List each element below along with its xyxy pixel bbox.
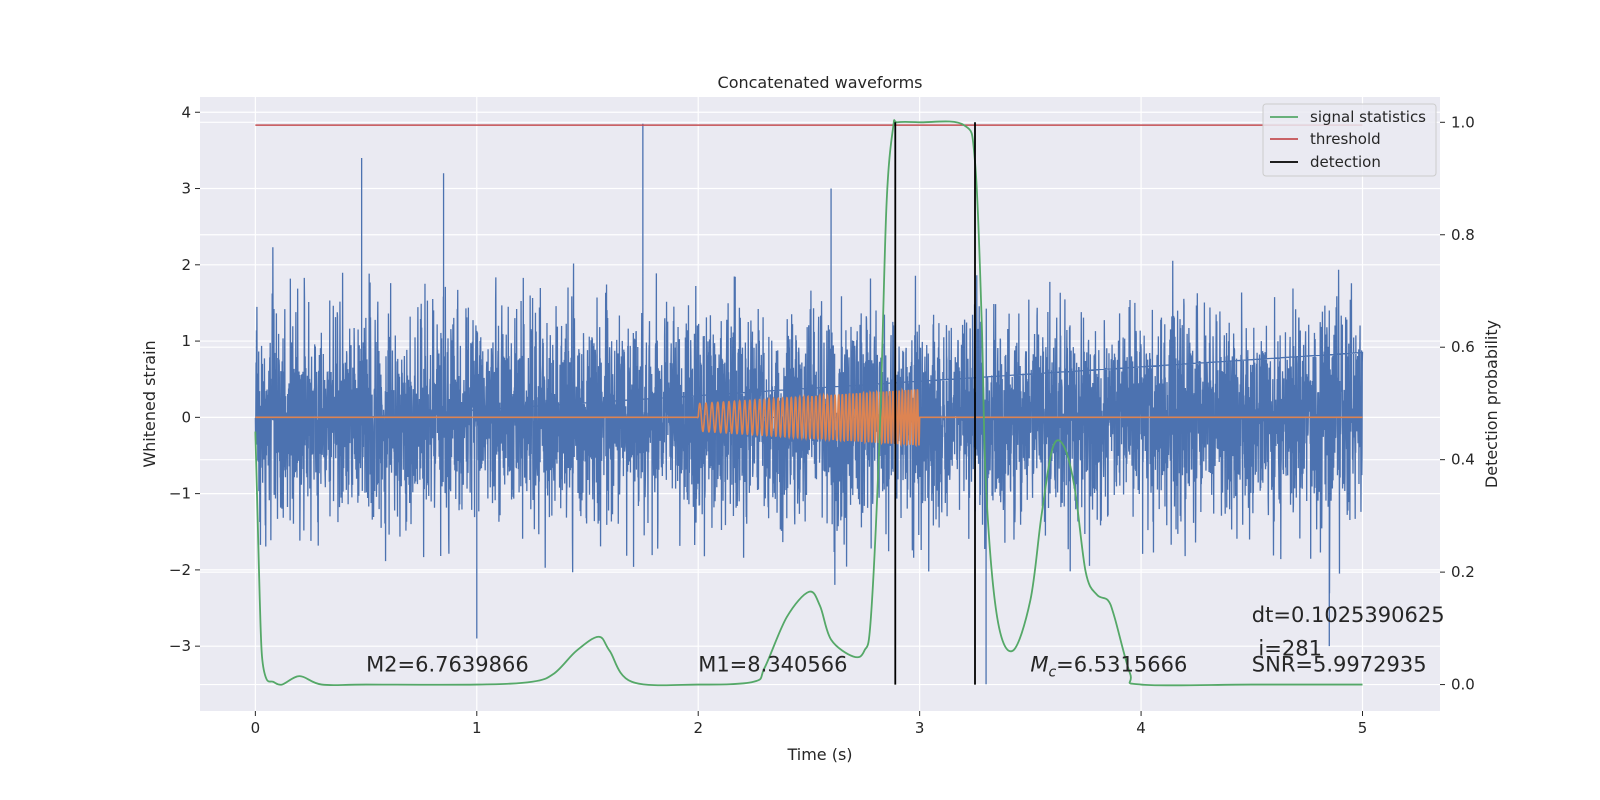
legend: signal statistics threshold detection (1262, 103, 1437, 177)
y2-axis-label: Detection probability (1482, 320, 1501, 488)
y2-tick-label: 0.0 (1451, 676, 1475, 694)
x-tick-label: 5 (1358, 719, 1368, 737)
annotation-layer: M2=6.7639866 M1=8.340566 Mc=6.5315666 SNR=5… (366, 603, 1445, 681)
y-tick-label: 0 (181, 408, 191, 426)
x-tick-label: 1 (472, 719, 482, 737)
annotation-text: Mc=6.5315666 (1030, 652, 1187, 680)
x-tick-label: 4 (1136, 719, 1146, 737)
annotation-text-part: M (1030, 652, 1048, 676)
y-tick-label: 3 (181, 180, 191, 198)
annotation-text: SNR=5.9972935 (1252, 652, 1427, 676)
annotation-text-part: =6.5315666 (1056, 652, 1187, 676)
series-injected-waveform (255, 387, 1363, 448)
y-tick-label: 2 (181, 256, 191, 274)
annotation-text: i=281 (1258, 636, 1322, 660)
x-axis-label: Time (s) (786, 745, 852, 764)
series-layer (254, 119, 1364, 687)
y-tick-label: −2 (169, 561, 191, 579)
annotation-text: M2=6.7639866 (366, 652, 529, 676)
axis-layer: 0 1 2 3 4 5 4 3 2 1 0 −1 −2 −3 1.0 0.8 0.6 0.4 0.2 0.0 (169, 103, 1475, 737)
legend-label-signal-statistics: signal statistics (1310, 108, 1426, 126)
x-tick-label: 2 (693, 719, 703, 737)
y-tick-label: 1 (181, 332, 191, 350)
chart-title: Concatenated waveforms (718, 73, 923, 92)
y2-tick-label: 0.2 (1451, 563, 1475, 581)
y2-tick-label: 0.4 (1451, 451, 1475, 469)
y2-tick-label: 0.6 (1451, 338, 1475, 356)
annotation-text: dt=0.1025390625 (1252, 603, 1445, 627)
legend-label-detection: detection (1310, 153, 1381, 171)
series-signal-statistics (254, 119, 1363, 687)
detection-layer (894, 122, 976, 685)
y-tick-label: 4 (181, 103, 191, 121)
y2-tick-label: 0.8 (1451, 226, 1475, 244)
y-tick-label: −1 (169, 485, 191, 503)
x-tick-label: 3 (915, 719, 925, 737)
y2-tick-label: 1.0 (1451, 113, 1475, 131)
y-axis-label: Whitened strain (140, 340, 159, 467)
annotation-text-part: c (1048, 664, 1056, 680)
legend-frame (1262, 103, 1437, 177)
y-tick-label: −3 (169, 637, 191, 655)
legend-label-threshold: threshold (1310, 130, 1381, 148)
annotation-text: M1=8.340566 (698, 652, 847, 676)
x-tick-label: 0 (251, 719, 261, 737)
series-whitened-strain (254, 123, 1364, 685)
